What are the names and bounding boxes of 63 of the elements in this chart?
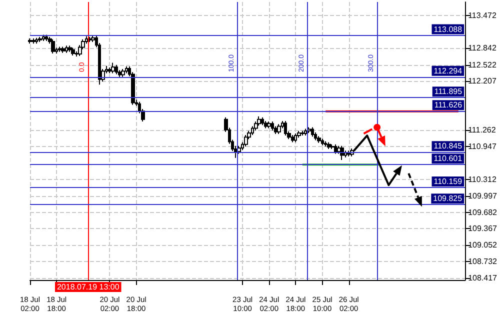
y-tick-label: 110.312: [468, 175, 497, 184]
candlestick: [304, 128, 307, 136]
candlestick: [264, 120, 268, 129]
y-tick-label: 109.367: [468, 224, 498, 234]
y-tick-label: 111.262: [468, 126, 496, 135]
ref-line-label: 110.845: [434, 142, 463, 151]
y-tick-label: 109.997: [468, 191, 498, 200]
candlestick: [271, 121, 274, 131]
candlestick: [61, 46, 65, 54]
ref-line-label: 2018.07.19 13:00: [56, 282, 120, 292]
candlestick: [334, 144, 337, 154]
ref-line-label: 109.825: [433, 194, 463, 204]
y-tick-label: 113.472: [468, 10, 497, 20]
candlestick: [38, 36, 42, 43]
ref-line-label: 112.294: [434, 66, 463, 76]
candlestick: [321, 138, 324, 146]
candlestick: [257, 116, 261, 126]
candlestick: [58, 46, 62, 52]
y-tick-label: 110.947: [468, 142, 497, 152]
candlestick: [317, 136, 321, 144]
y-tick-label: 108.732: [468, 257, 498, 266]
candlestick: [71, 47, 75, 56]
candlestick: [91, 34, 95, 43]
candlestick: [111, 62, 115, 74]
candlestick: [307, 126, 311, 134]
candlestick: [267, 121, 271, 129]
ref-line-label: 110.159: [434, 177, 463, 186]
candlestick: [108, 66, 111, 74]
candlestick: [344, 150, 347, 158]
candlestick: [121, 68, 125, 78]
candlestick: [277, 124, 281, 134]
candlestick: [324, 140, 327, 147]
ref-line-label: 110.601: [434, 154, 463, 164]
candlestick: [45, 34, 48, 42]
candlestick: [284, 120, 287, 136]
candlestick: [297, 130, 301, 138]
candlestick: [32, 38, 35, 44]
candlestick: [301, 130, 304, 136]
ref-line-label: 113.088: [434, 24, 463, 34]
y-tick-label: 112.522: [468, 60, 497, 70]
ref-line-label: 111.895: [434, 87, 463, 96]
candlestick: [294, 132, 297, 143]
ref-line-label: 111.626: [434, 100, 463, 110]
y-tick-label: 112.842: [468, 44, 497, 53]
candlestick: [35, 37, 38, 44]
candlestick: [244, 134, 248, 147]
y-tick-label: 109.052: [468, 240, 498, 250]
candlestick: [42, 34, 45, 42]
candlestick: [68, 45, 72, 52]
candlestick: [51, 38, 55, 54]
candlestick: [28, 38, 32, 44]
y-tick-label: 112.207: [468, 76, 497, 86]
candlestick: [261, 116, 264, 126]
candlestick: [65, 45, 68, 54]
candlestick: [251, 126, 254, 136]
candlestick: [330, 144, 334, 150]
candlestick: [115, 64, 118, 75]
candlestick: [125, 66, 128, 74]
y-tick-label: 108.417: [468, 274, 498, 283]
candlestick: [291, 134, 294, 143]
candlestick: [311, 126, 314, 138]
candlestick: [327, 142, 331, 150]
y-tick-label: 109.682: [468, 208, 498, 217]
